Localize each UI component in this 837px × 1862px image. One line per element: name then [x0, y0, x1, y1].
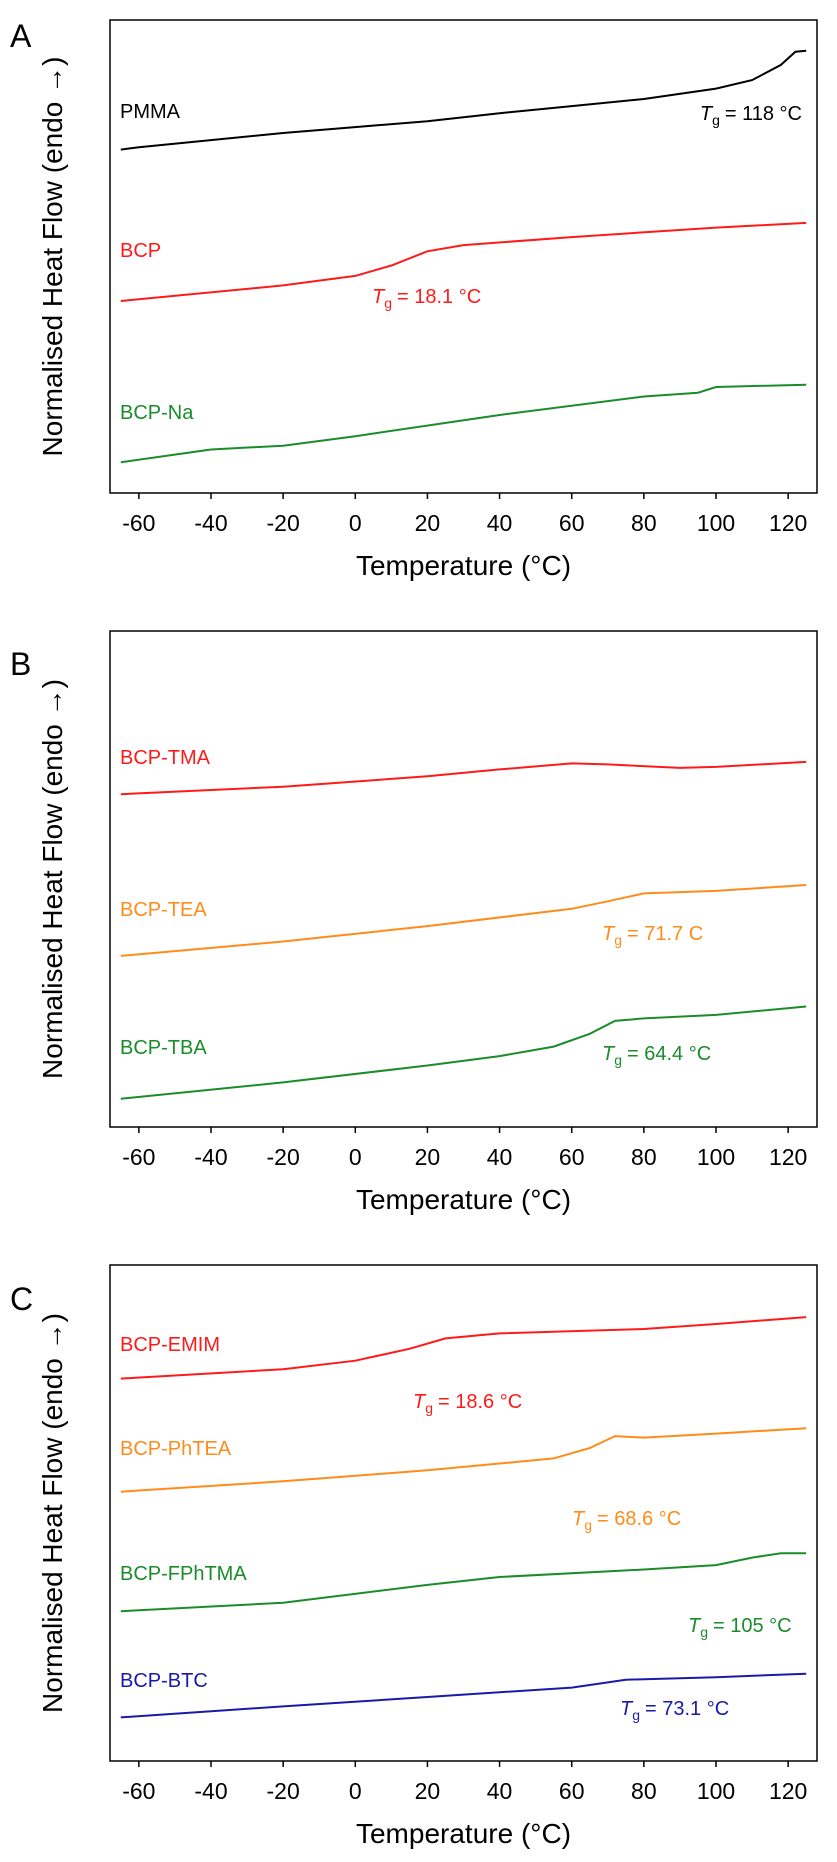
annotation: Tg = 18.6 °C	[413, 1391, 522, 1416]
x-tick-label: -60	[122, 1144, 155, 1170]
series-line	[120, 1672, 807, 1719]
y-axis-label: Normalised Heat Flow (endo →)	[37, 679, 68, 1079]
x-tick-label: 80	[631, 1144, 657, 1170]
x-tick-label: 0	[349, 510, 362, 536]
x-tick-label: 100	[697, 1778, 735, 1804]
x-tick-label: 40	[487, 1144, 513, 1170]
annotation-subscript: g	[614, 1052, 622, 1068]
x-tick-label: 120	[769, 1778, 807, 1804]
series-label: BCP-PhTEA	[120, 1438, 232, 1460]
annotation: Tg = 64.4 °C	[602, 1043, 711, 1068]
annotation-subscript: g	[614, 932, 622, 948]
x-tick-label: 100	[697, 510, 735, 536]
annotation-subscript: g	[632, 1707, 640, 1723]
x-tick-label: 120	[769, 510, 807, 536]
x-axis-label: Temperature (°C)	[356, 1818, 571, 1849]
x-tick-label: 40	[487, 1778, 513, 1804]
annotation-text: = 18.6 °C	[438, 1391, 522, 1413]
annotation-text: = 105 °C	[713, 1615, 792, 1637]
annotation: Tg = 68.6 °C	[572, 1508, 681, 1533]
x-tick-label: -60	[122, 1778, 155, 1804]
series-label: BCP-Na	[120, 402, 194, 424]
panel-label: A	[10, 18, 32, 54]
x-tick-label: -40	[194, 1144, 227, 1170]
series-line	[120, 1552, 807, 1613]
series-line	[120, 49, 807, 151]
annotation-symbol: T	[688, 1615, 702, 1637]
x-axis-label: Temperature (°C)	[356, 550, 571, 581]
y-axis-label: Normalised Heat Flow (endo →)	[37, 57, 68, 457]
annotation-subscript: g	[712, 112, 720, 128]
annotation-text: = 118 °C	[725, 103, 802, 125]
x-tick-label: 40	[487, 510, 513, 536]
series-line	[120, 1316, 807, 1380]
annotation-symbol: T	[413, 1391, 427, 1413]
series-line	[120, 1005, 807, 1100]
annotation: Tg = 118 °C	[700, 103, 802, 128]
x-tick-label: 60	[559, 1144, 585, 1170]
series-line	[120, 1427, 807, 1493]
x-tick-label: 100	[697, 1144, 735, 1170]
x-tick-label: -60	[122, 510, 155, 536]
annotation-symbol: T	[620, 1698, 634, 1720]
annotation: Tg = 105 °C	[688, 1615, 792, 1640]
plot-frame	[109, 630, 818, 1128]
series-label: BCP-BTC	[120, 1670, 208, 1692]
annotation: Tg = 71.7 C	[602, 923, 703, 948]
x-tick-label: -20	[267, 1778, 300, 1804]
plot-frame	[109, 1264, 818, 1762]
series-line	[120, 884, 807, 957]
annotation-symbol: T	[602, 923, 616, 945]
x-tick-label: 20	[415, 510, 441, 536]
x-tick-label: -20	[267, 510, 300, 536]
series-label: BCP-TMA	[120, 747, 211, 769]
x-tick-label: 80	[631, 510, 657, 536]
x-tick-label: 80	[631, 1778, 657, 1804]
series-label: BCP-TEA	[120, 899, 207, 921]
annotation-text: = 68.6 °C	[597, 1508, 681, 1530]
x-tick-label: -40	[194, 1778, 227, 1804]
annotation-symbol: T	[372, 286, 386, 308]
annotation: Tg = 18.1 °C	[372, 286, 481, 311]
y-axis-label: Normalised Heat Flow (endo →)	[37, 1313, 68, 1713]
annotation-text: = 18.1 °C	[397, 286, 481, 308]
x-tick-label: -40	[194, 510, 227, 536]
annotation: Tg = 73.1 °C	[620, 1698, 729, 1723]
series-line	[120, 760, 807, 796]
x-tick-label: 60	[559, 1778, 585, 1804]
annotation-symbol: T	[602, 1043, 616, 1065]
x-tick-label: 0	[349, 1144, 362, 1170]
x-axis-label: Temperature (°C)	[356, 1184, 571, 1215]
annotation-text: = 71.7 C	[627, 923, 703, 945]
x-tick-label: 60	[559, 510, 585, 536]
series-line	[120, 221, 807, 302]
annotation-text: = 64.4 °C	[627, 1043, 711, 1065]
series-label: BCP	[120, 240, 161, 262]
annotation-subscript: g	[584, 1517, 592, 1533]
annotation-symbol: T	[700, 103, 714, 125]
x-tick-label: 20	[415, 1778, 441, 1804]
series-label: BCP-FPhTMA	[120, 1563, 247, 1585]
x-tick-label: 0	[349, 1778, 362, 1804]
x-tick-label: -20	[267, 1144, 300, 1170]
x-tick-label: 120	[769, 1144, 807, 1170]
panel-label: C	[10, 1281, 33, 1317]
panel-label: B	[10, 646, 31, 682]
series-line	[120, 383, 807, 464]
series-label: BCP-TBA	[120, 1037, 207, 1059]
plot-frame	[109, 19, 818, 494]
series-label: BCP-EMIM	[120, 1334, 220, 1356]
x-tick-label: 20	[415, 1144, 441, 1170]
series-label: PMMA	[120, 101, 181, 123]
annotation-text: = 73.1 °C	[645, 1698, 729, 1720]
annotation-symbol: T	[572, 1508, 586, 1530]
annotation-subscript: g	[700, 1624, 708, 1640]
annotation-subscript: g	[425, 1400, 433, 1416]
annotation-subscript: g	[384, 295, 392, 311]
